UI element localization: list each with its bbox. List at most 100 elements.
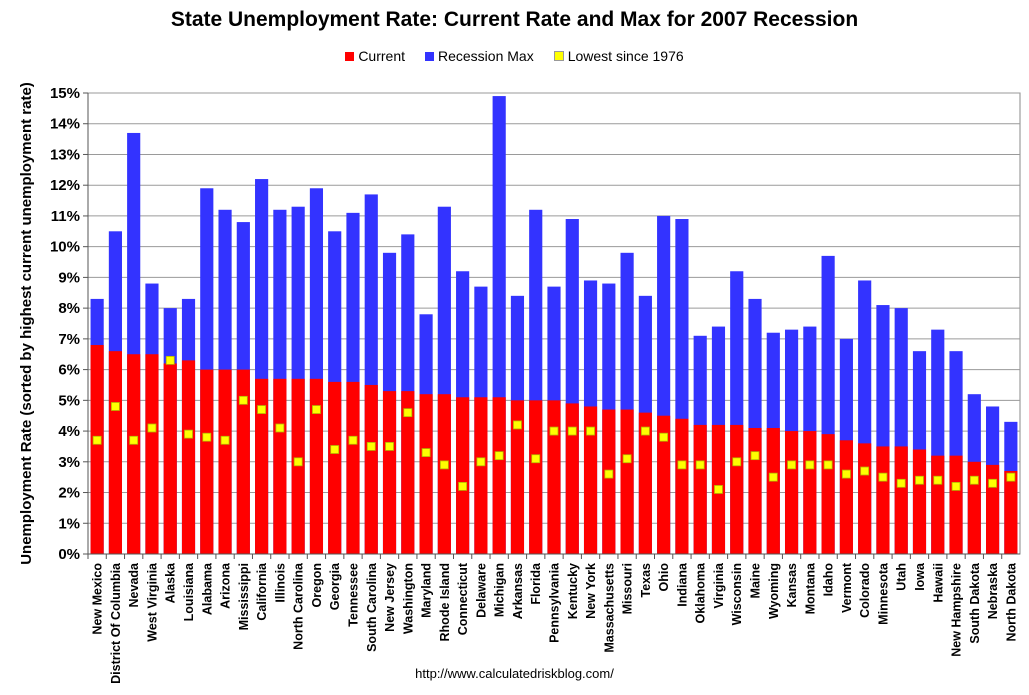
marker-lowest (896, 478, 906, 488)
y-tick-label: 9% (58, 269, 80, 286)
bar-current (127, 354, 141, 554)
legend-item-lowest: Lowest since 1976 (553, 48, 684, 64)
x-tick-label: Ohio (657, 563, 671, 592)
marker-lowest (257, 405, 267, 414)
marker-lowest (586, 426, 595, 436)
bar-current (456, 397, 470, 554)
x-tick-label: Delaware (474, 563, 488, 618)
marker-lowest (184, 429, 193, 439)
marker-lowest (622, 454, 632, 464)
legend-label-recession-max: Recession Max (438, 48, 534, 64)
marker-lowest (293, 457, 303, 467)
bar-current (748, 427, 762, 554)
bar-current (492, 397, 506, 554)
bar-current (145, 354, 159, 554)
y-axis-label: Unemployment Rate (sorted by highest cur… (18, 82, 35, 565)
bar-current (1004, 471, 1018, 554)
legend-swatch-current (345, 51, 355, 61)
bar-current (657, 415, 671, 554)
marker-lowest (915, 475, 924, 485)
marker-lowest (805, 460, 815, 470)
marker-lowest (841, 469, 851, 479)
bar-current (912, 449, 927, 554)
marker-lowest (348, 435, 358, 445)
x-tick-label: District Of Columbia (109, 562, 123, 684)
bar-current (328, 381, 342, 554)
x-tick-label: Montana (803, 562, 817, 614)
bar-current (693, 424, 707, 554)
marker-lowest (988, 478, 997, 488)
y-tick-label: 6% (58, 362, 80, 379)
x-tick-label: Alabama (200, 562, 214, 615)
y-tick-label: 7% (58, 331, 80, 348)
x-tick-label: Connecticut (456, 562, 470, 635)
x-tick-label: West Virginia (145, 562, 159, 642)
x-tick-label: Rhode Island (438, 563, 452, 641)
x-tick-label: Massachusetts (602, 563, 616, 653)
x-tick-label: Washington (401, 563, 415, 634)
x-tick-label: New Mexico (91, 563, 105, 635)
marker-lowest (549, 426, 559, 436)
bar-current (602, 409, 616, 554)
bar-current (364, 384, 378, 554)
marker-lowest (238, 395, 248, 405)
y-tick-label: 15% (50, 85, 80, 102)
x-tick-label: Georgia (328, 562, 342, 610)
marker-lowest (695, 460, 705, 470)
bar-current (583, 406, 598, 554)
x-tick-label: Arizona (219, 562, 233, 609)
y-tick-label: 10% (50, 239, 80, 256)
bar-current (839, 440, 853, 554)
marker-lowest (439, 460, 449, 470)
x-tick-label: Colorado (858, 563, 872, 618)
bar-current (949, 455, 963, 554)
x-tick-label: Idaho (822, 563, 836, 597)
marker-lowest (823, 460, 833, 470)
bar-current (236, 369, 250, 554)
bar-current (382, 391, 397, 554)
marker-lowest (366, 442, 376, 451)
x-tick-label: Indiana (675, 562, 689, 607)
bar-current (967, 461, 981, 554)
bar-current (876, 446, 890, 554)
x-tick-label: Michigan (493, 563, 507, 617)
x-tick-label: Maryland (420, 563, 434, 618)
marker-lowest (714, 485, 723, 494)
bar-current (163, 363, 177, 554)
x-tick-label: Oregon (310, 563, 324, 607)
x-tick-label: Virginia (712, 562, 726, 609)
marker-lowest (567, 426, 577, 436)
x-tick-label: Tennessee (346, 563, 360, 627)
y-tick-label: 2% (58, 485, 80, 502)
marker-lowest (933, 475, 943, 485)
marker-lowest (860, 466, 870, 476)
bar-current (986, 464, 1000, 554)
marker-lowest (476, 457, 486, 467)
marker-lowest (458, 481, 468, 491)
x-tick-label: Missouri (621, 563, 635, 614)
x-tick-label: California (255, 562, 269, 621)
marker-lowest (385, 442, 394, 451)
marker-lowest (147, 423, 157, 433)
x-tick-label: Oklahoma (694, 562, 708, 623)
x-tick-label: Alaska (164, 562, 178, 603)
legend-item-recession-max: Recession Max (425, 48, 534, 64)
bar-current (218, 369, 232, 554)
marker-lowest (421, 448, 431, 457)
bar-current (821, 434, 835, 554)
bar-current (894, 446, 908, 554)
bar-current (565, 403, 579, 554)
marker-lowest (202, 432, 212, 442)
y-tick-label: 3% (58, 454, 80, 471)
bar-current (784, 431, 799, 554)
x-tick-label: Illinois (273, 563, 287, 603)
bar-current (346, 381, 360, 554)
legend: Current Recession Max Lowest since 1976 (0, 48, 1029, 64)
bar-current (437, 394, 451, 554)
bar-current (931, 455, 945, 554)
x-tick-label: Florida (529, 562, 543, 605)
x-tick-label: Mississippi (237, 563, 251, 630)
chart-title: State Unemployment Rate: Current Rate an… (170, 8, 859, 31)
x-tick-label: Wyoming (767, 563, 781, 619)
marker-lowest (604, 469, 614, 479)
